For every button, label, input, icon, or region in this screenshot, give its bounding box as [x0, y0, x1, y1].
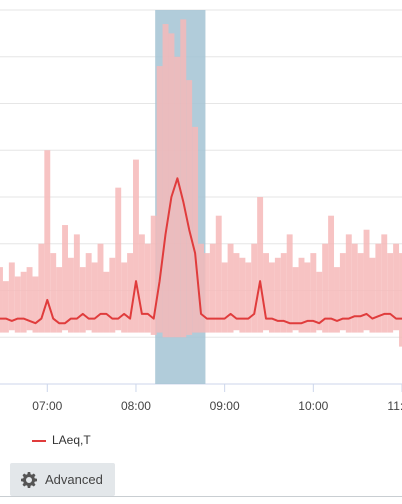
range-bar	[263, 253, 269, 331]
range-bar	[198, 243, 204, 333]
range-bar	[363, 229, 370, 331]
gear-icon	[21, 471, 37, 488]
range-bar	[26, 267, 33, 331]
range-bar	[233, 253, 240, 331]
range-bar	[133, 159, 139, 333]
range-bar	[103, 271, 110, 333]
range-bar	[328, 215, 335, 333]
range-bar	[345, 234, 352, 333]
range-bar	[127, 253, 134, 333]
range-bar	[56, 267, 63, 333]
range-bar	[339, 253, 346, 331]
range-bar	[351, 243, 358, 333]
x-tick-label: 07:00	[32, 399, 62, 413]
range-bar	[73, 234, 80, 333]
range-bar	[316, 271, 323, 331]
range-bar	[286, 234, 293, 333]
series-line	[0, 177, 402, 325]
range-bar	[375, 243, 382, 333]
range-bar	[50, 253, 57, 333]
range-bar	[2, 281, 9, 333]
range-bar	[91, 262, 98, 333]
advanced-label: Advanced	[45, 472, 103, 487]
range-bar	[97, 243, 104, 333]
range-bar	[14, 276, 21, 333]
range-bar	[334, 267, 340, 333]
range-bar	[215, 215, 222, 333]
range-bar	[85, 253, 92, 331]
range-bar	[192, 126, 199, 333]
range-bar	[239, 257, 246, 333]
range-bar	[221, 262, 228, 333]
range-bar	[8, 262, 15, 331]
range-bar	[393, 243, 400, 331]
x-tick-label: 10:00	[298, 399, 328, 413]
range-bar	[209, 243, 216, 333]
range-bar	[168, 33, 175, 338]
chart: 07:00 08:00 09:00 10:00 11:00 LAeq,T	[0, 9, 402, 447]
range-bar	[79, 267, 86, 333]
range-bar	[369, 257, 376, 333]
range-bar	[162, 24, 169, 338]
range-bar	[32, 276, 39, 333]
range-bar	[156, 66, 163, 333]
range-bar	[0, 267, 3, 333]
range-bar	[20, 271, 27, 333]
range-bar	[109, 257, 116, 333]
range-bar	[62, 225, 68, 331]
advanced-button[interactable]: Advanced	[10, 463, 115, 496]
x-tick-label: 08:00	[121, 399, 151, 413]
range-bar	[251, 243, 258, 333]
range-bar	[387, 253, 394, 333]
range-bar	[150, 215, 157, 335]
range-bar	[174, 56, 181, 338]
legend-label: LAeq,T	[52, 433, 91, 447]
range-bar	[38, 243, 45, 333]
range-bar	[322, 243, 329, 333]
range-bar	[44, 150, 51, 333]
range-bar	[268, 262, 275, 333]
divider	[0, 496, 402, 497]
x-tick-label: 09:00	[210, 399, 240, 413]
range-bar	[115, 187, 122, 331]
range-bar	[304, 262, 311, 333]
range-bar	[186, 80, 193, 335]
range-bar	[310, 253, 317, 333]
range-bar	[274, 257, 281, 333]
range-bar	[280, 253, 287, 333]
range-bar	[298, 257, 305, 333]
x-tick-label: 11:00	[387, 399, 402, 413]
range-bar	[121, 262, 128, 333]
range-bar	[138, 234, 145, 333]
range-bar	[180, 19, 187, 338]
range-bar	[227, 243, 234, 333]
range-bar	[399, 253, 402, 347]
range-bar	[257, 197, 264, 333]
range-bar	[144, 243, 151, 333]
range-bar	[203, 253, 210, 333]
range-bar	[245, 262, 252, 333]
range-bar	[292, 267, 299, 331]
range-bar	[381, 234, 388, 333]
range-bar	[67, 257, 74, 333]
range-bar	[357, 253, 364, 333]
